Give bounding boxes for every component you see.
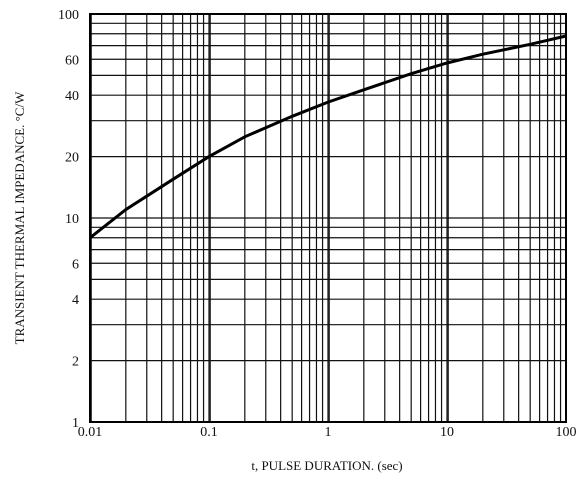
x-tick-label: 100 bbox=[556, 425, 577, 440]
curve bbox=[89, 34, 567, 239]
x-tick-label: 1 bbox=[325, 425, 332, 440]
x-tick-label: 10 bbox=[440, 425, 454, 440]
y-tick-label: 1 bbox=[72, 416, 79, 431]
x-tick-label: 0.01 bbox=[78, 425, 103, 440]
y-tick-label: 6 bbox=[72, 257, 79, 272]
tick-labels: 0.01 0.1 1 10 100 1 2 4 6 10 20 40 60 100 bbox=[58, 8, 577, 440]
y-axis-label: TRANSIENT THERMAL IMPEDANCE. °C/W bbox=[12, 91, 27, 344]
grid-lines bbox=[89, 14, 566, 423]
x-axis-label: t, PULSE DURATION. (sec) bbox=[251, 458, 402, 473]
plot-frame bbox=[89, 13, 567, 423]
y-tick-label: 10 bbox=[65, 212, 79, 227]
y-tick-label: 100 bbox=[58, 8, 79, 23]
y-tick-label: 60 bbox=[65, 53, 79, 68]
y-tick-label: 4 bbox=[72, 293, 79, 308]
y-tick-label: 2 bbox=[72, 355, 79, 370]
y-tick-label: 20 bbox=[65, 151, 79, 166]
y-tick-label: 40 bbox=[65, 89, 79, 104]
x-tick-label: 0.1 bbox=[200, 425, 218, 440]
